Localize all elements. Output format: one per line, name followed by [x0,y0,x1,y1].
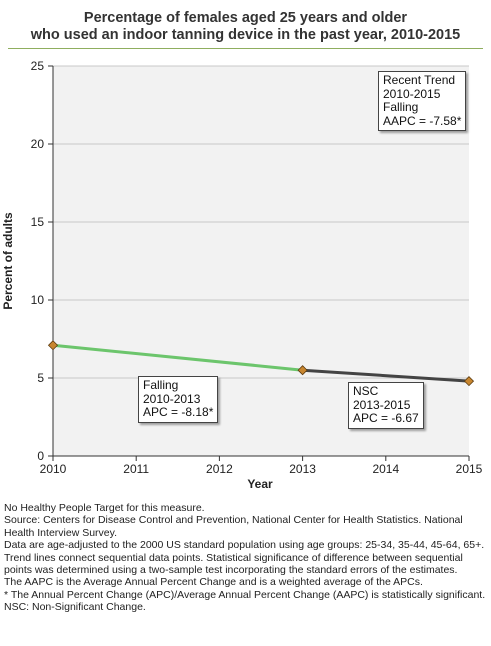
y-tick-label: 15 [31,215,45,229]
trend-box-line: AAPC = -7.58* [383,113,462,128]
segment-label-line: APC = -6.67 [353,411,419,425]
segment-label-line: 2010-2013 [143,391,201,406]
recent-trend-box: Recent Trend 2010-2015 Falling AAPC = -7… [378,71,467,131]
trend-box-line: 2010-2015 [383,86,441,101]
trend-box-line: Recent Trend [383,73,456,87]
data-point-marker [297,365,308,376]
y-tick-label: 10 [31,293,45,307]
trend-box-line: Falling [383,100,419,114]
trend-segment-line [301,368,471,383]
chart-title-line-1: Percentage of females aged 25 years and … [83,10,408,26]
footnotes: No Healthy People Target for this measur… [4,502,490,614]
segment-label-line: NSC [353,384,379,398]
chart-title-line-2: who used an indoor tanning device in the… [30,27,461,43]
segment-label-2010-2013: Falling 2010-2013 APC = -8.18* [138,376,219,423]
x-tick-label: 2012 [206,462,233,476]
footnote: NSC: Non-Significant Change. [4,601,146,614]
footnote: The AAPC is the Average Annual Percent C… [4,576,423,589]
y-axis-label: Percent of adults [1,212,15,310]
data-point-marker [47,340,59,351]
footnote: Trend lines connect sequential data poin… [4,551,463,577]
y-tick-label: 25 [31,59,45,73]
footnote: Data are age-adjusted to the 2000 US sta… [4,539,485,552]
x-tick-label: 2015 [456,462,483,476]
data-point-marker [463,376,475,387]
segment-label-line: Falling [143,378,179,392]
x-axis-label: Year [247,477,273,491]
axes: 0 5 10 15 20 25 2010 2011 2012 2013 2014 2015 [31,59,483,476]
title-divider [8,48,483,49]
footnote: * The Annual Percent Change (APC)/Averag… [4,588,486,601]
x-tick-label: 2013 [289,462,316,476]
y-tick-label: 5 [37,371,44,385]
x-tick-label: 2010 [40,462,67,476]
y-tick-label: 20 [31,137,45,151]
footnote: No Healthy People Target for this measur… [4,502,205,514]
footnote: Source: Centers for Disease Control and … [4,514,463,539]
x-tick-label: 2011 [123,462,149,476]
y-tick-label: 0 [37,449,44,463]
series [47,340,475,387]
segment-label-line: APC = -8.18* [143,405,214,419]
chart-title: Percentage of females aged 25 years and … [0,10,491,44]
segment-label-line: 2013-2015 [353,397,411,412]
trend-segment-line [51,343,305,372]
segment-label-2013-2015: NSC 2013-2015 APC = -6.67 [348,382,424,429]
x-tick-label: 2014 [372,462,399,476]
